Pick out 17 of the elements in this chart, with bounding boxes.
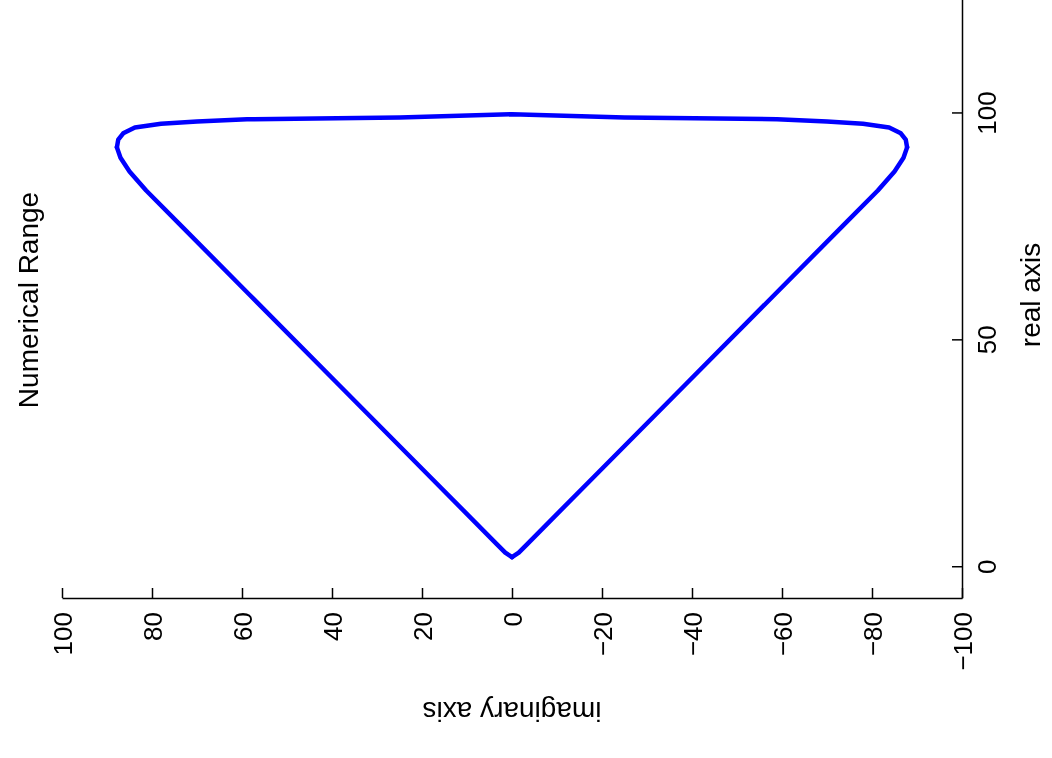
x-tick-label: 100 [47, 612, 78, 656]
y-tick-label: 100 [972, 91, 1002, 135]
x-tick-label: 60 [227, 612, 258, 641]
y-tick-label: 0 [972, 559, 1002, 574]
x-tick-label: −20 [587, 612, 618, 657]
y-axis-title: real axis [1015, 242, 1046, 348]
x-tick-label: −60 [767, 612, 798, 657]
x-tick-label: −40 [677, 612, 708, 657]
x-axis-title: imaginary axis [422, 696, 602, 728]
y-tick-label: 50 [972, 325, 1002, 355]
x-tick-label: 80 [137, 612, 168, 641]
x-tick-label: 40 [317, 612, 348, 641]
text: Numerical Range [13, 191, 44, 409]
x-tick-label: 0 [497, 612, 528, 627]
x-tick-label: −100 [947, 612, 978, 671]
x-tick-label: −80 [857, 612, 888, 657]
x-tick-label: 20 [407, 612, 438, 641]
